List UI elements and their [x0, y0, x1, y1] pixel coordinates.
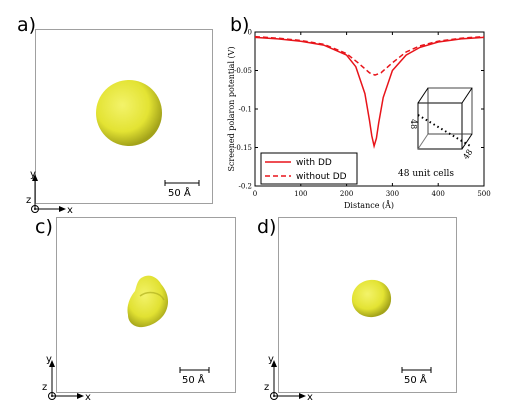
y-tick-label: 0 — [248, 29, 252, 37]
x-tick-label: 400 — [432, 190, 445, 198]
inset-bottom-label: 48 unit cells — [398, 169, 454, 179]
panel-c-axis-y: y — [46, 354, 52, 365]
chart-legend: with DD without DD — [260, 152, 358, 185]
x-tick-label: 100 — [294, 190, 307, 198]
y-tick-label: -0.1 — [239, 106, 253, 114]
panel-d-axis-z: z — [264, 382, 269, 393]
inset-cube — [417, 87, 473, 150]
panel-c-scale-label: 50 Å — [182, 373, 205, 386]
polaron-sphere — [96, 80, 162, 146]
panel-a-axis-x: x — [67, 205, 73, 216]
panel-b-letter: b) — [230, 14, 250, 36]
series-with-dd-line — [254, 36, 485, 149]
y-tick-label: -0.05 — [234, 67, 252, 75]
panel-a-scale-label: 50 Å — [168, 186, 191, 199]
panel-d-axis-x: x — [307, 392, 313, 403]
panel-a-frame — [35, 29, 213, 204]
y-tick-label: -0.2 — [239, 183, 253, 191]
panel-c-axis-z: z — [42, 382, 47, 393]
y-axis-label: Screened polaron potential (V) — [227, 46, 236, 171]
panel-a-axis-z: z — [26, 195, 31, 206]
polaron-compact-surface — [351, 279, 392, 318]
panel-a-letter: a) — [17, 14, 37, 36]
panel-d-axis-y: y — [268, 354, 274, 365]
legend-without-dd-label: without DD — [296, 172, 347, 182]
y-tick-label: -0.15 — [234, 144, 252, 152]
panel-c-frame — [56, 217, 236, 393]
panel-c-axis-x: x — [85, 392, 91, 403]
panel-c-letter: c) — [35, 216, 53, 238]
x-tick-label: 500 — [477, 190, 490, 198]
panel-d-scale-label: 50 Å — [404, 373, 427, 386]
legend-with-dd-label: with DD — [296, 158, 332, 168]
polaron-distorted-surface — [127, 275, 169, 328]
x-tick-label: 300 — [386, 190, 399, 198]
inset-edge-left: 48 — [409, 119, 418, 129]
x-axis-label: Distance (Å) — [344, 201, 394, 210]
series-without-dd-line — [254, 35, 485, 76]
x-tick-label: 0 — [253, 190, 257, 198]
x-tick-label: 200 — [340, 190, 353, 198]
panel-a-axis-y: y — [30, 169, 36, 180]
panel-d-frame — [278, 217, 457, 393]
panel-d-letter: d) — [257, 216, 277, 238]
